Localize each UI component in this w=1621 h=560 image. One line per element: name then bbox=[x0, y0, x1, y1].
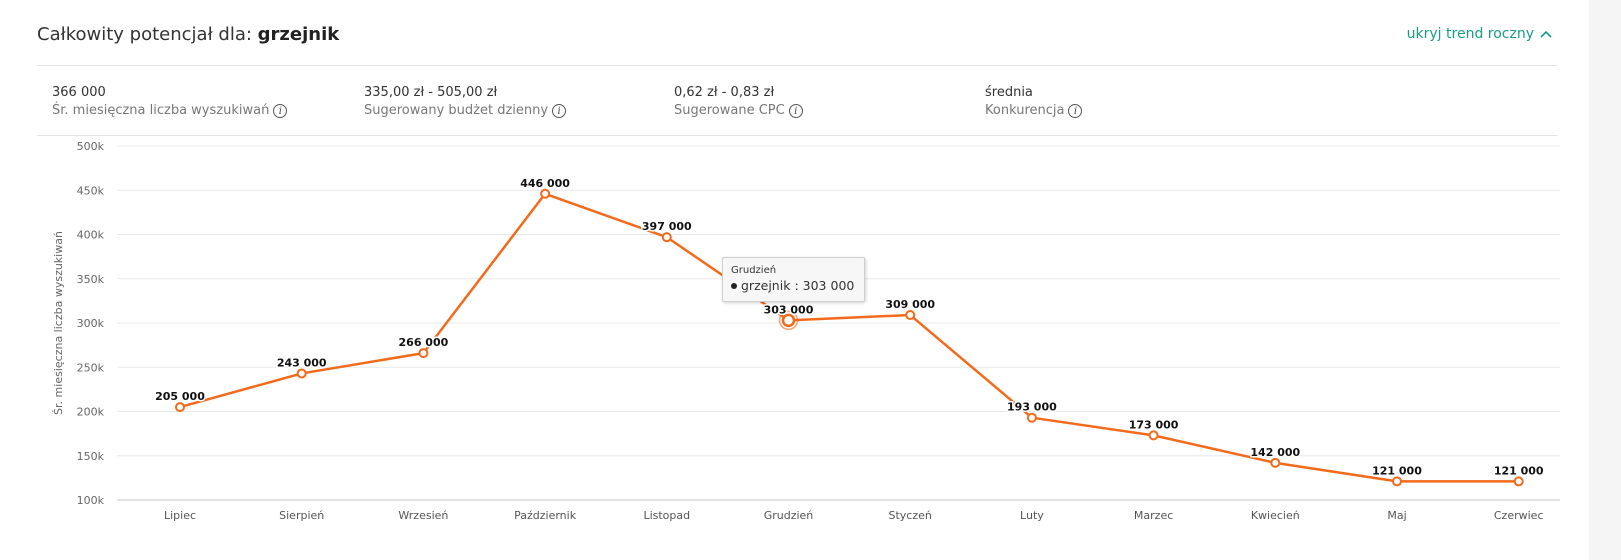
stat-label: Sugerowany budżet dzienny bbox=[364, 103, 549, 118]
data-label: 193 000 bbox=[1007, 401, 1057, 414]
data-point[interactable] bbox=[418, 348, 429, 359]
toggle-label: ukryj trend roczny bbox=[1406, 26, 1534, 42]
stat-competition: średnia Konkurencja i bbox=[985, 84, 1083, 120]
data-point[interactable] bbox=[1026, 412, 1037, 423]
info-icon[interactable]: i bbox=[788, 104, 803, 118]
trend-chart-svg: 100k 150k 200k 250k 300k 350k 400k 450k 500k Śr. … bbox=[52, 140, 1560, 522]
data-label: 309 000 bbox=[885, 298, 935, 311]
title-keyword: grzejnik bbox=[257, 24, 340, 45]
y-tick-label: 150k bbox=[77, 450, 105, 463]
x-tick-label: Sierpień bbox=[279, 509, 324, 522]
tooltip-row: grzejnik: 303 000 bbox=[731, 277, 854, 295]
data-point[interactable] bbox=[905, 310, 916, 321]
tooltip-title: Grudzień bbox=[731, 265, 777, 276]
x-tick-label: Styczeń bbox=[889, 509, 932, 522]
stat-value: 335,00 zł - 505,00 zł bbox=[364, 85, 498, 100]
stat-value: średnia bbox=[985, 85, 1033, 100]
series-line bbox=[179, 192, 1519, 483]
tooltip-value: 303 000 bbox=[802, 278, 855, 293]
card-header: Całkowity potencjał dla: grzejnik ukryj … bbox=[37, 0, 1589, 66]
x-tick-label: Luty bbox=[1020, 509, 1044, 522]
y-tick-label: 450k bbox=[77, 184, 105, 197]
stat-cpc: 0,62 zł - 0,83 zł Sugerowane CPC i bbox=[674, 84, 803, 120]
tooltip-colon: : bbox=[794, 278, 799, 293]
data-label: 173 000 bbox=[1129, 418, 1179, 431]
x-tick-label: Grudzień bbox=[764, 509, 814, 522]
header-divider bbox=[37, 65, 1557, 66]
y-tick-label: 350k bbox=[77, 273, 105, 286]
data-label: 121 000 bbox=[1494, 464, 1544, 477]
stat-searches: 366 000 Śr. miesięczna liczba wyszukiwań… bbox=[52, 84, 288, 120]
y-tick-label: 250k bbox=[77, 361, 105, 374]
y-tick-label: 200k bbox=[77, 406, 105, 419]
stat-label: Konkurencja bbox=[985, 103, 1065, 118]
data-point[interactable] bbox=[1392, 476, 1402, 487]
y-axis-label: Śr. miesięczna liczba wyszukiwań bbox=[52, 231, 65, 415]
info-icon[interactable]: i bbox=[1068, 104, 1083, 118]
chevron-up-icon bbox=[1540, 30, 1552, 38]
data-label: 142 000 bbox=[1250, 446, 1300, 459]
data-point[interactable] bbox=[1270, 457, 1281, 468]
tooltip-series: grzejnik bbox=[741, 278, 791, 293]
chart-tooltip: Grudzień grzejnik: 303 000 bbox=[722, 257, 866, 302]
data-label: 243 000 bbox=[277, 356, 327, 369]
y-tick-label: 100k bbox=[77, 494, 105, 507]
data-point[interactable] bbox=[296, 368, 307, 379]
trend-chart: 100k 150k 200k 250k 300k 350k 400k 450k 500k Śr. … bbox=[0, 135, 1589, 555]
data-label: 266 000 bbox=[399, 336, 449, 349]
x-tick-label: Wrzesień bbox=[398, 509, 448, 522]
info-icon[interactable]: i bbox=[552, 104, 567, 118]
data-label: 446 000 bbox=[520, 177, 570, 190]
y-tick-label: 500k bbox=[77, 140, 105, 153]
stats-row: 366 000 Śr. miesięczna liczba wyszukiwań… bbox=[52, 84, 1589, 124]
x-tick-label: Październik bbox=[514, 509, 577, 522]
stat-value: 366 000 bbox=[52, 85, 106, 100]
x-tick-label: Kwiecień bbox=[1251, 509, 1300, 522]
stats-divider bbox=[37, 135, 1557, 136]
x-tick-label: Marzec bbox=[1134, 509, 1173, 522]
x-tick-label: Listopad bbox=[643, 509, 690, 522]
y-tick-label: 400k bbox=[77, 229, 105, 242]
stat-value: 0,62 zł - 0,83 zł bbox=[674, 85, 775, 100]
data-label: 121 000 bbox=[1372, 464, 1422, 477]
data-label: 303 000 bbox=[764, 303, 814, 316]
info-icon[interactable]: i bbox=[273, 104, 288, 118]
hide-trend-toggle[interactable]: ukryj trend roczny bbox=[1407, 26, 1552, 42]
tooltip-series-dot bbox=[731, 283, 737, 289]
x-tick-label: Czerwiec bbox=[1494, 509, 1544, 522]
page-title: Całkowity potencjał dla: grzejnik bbox=[37, 24, 339, 45]
data-point[interactable] bbox=[175, 402, 185, 413]
data-label: 397 000 bbox=[642, 220, 692, 233]
stat-label: Śr. miesięczna liczba wyszukiwań bbox=[52, 103, 270, 118]
data-label: 205 000 bbox=[155, 390, 205, 403]
title-prefix: Całkowity potencjał dla: bbox=[37, 24, 252, 45]
y-tick-label: 300k bbox=[77, 317, 105, 330]
stat-budget: 335,00 zł - 505,00 zł Sugerowany budżet … bbox=[364, 84, 567, 120]
data-point[interactable] bbox=[1513, 476, 1524, 487]
data-point[interactable] bbox=[540, 188, 551, 199]
data-point[interactable] bbox=[661, 232, 672, 243]
x-tick-label: Lipiec bbox=[164, 509, 196, 522]
data-point[interactable] bbox=[781, 313, 796, 328]
data-point-halo bbox=[778, 310, 799, 331]
data-point[interactable] bbox=[1148, 430, 1159, 441]
x-tick-label: Maj bbox=[1387, 509, 1406, 522]
stat-label: Sugerowane CPC bbox=[674, 103, 785, 118]
